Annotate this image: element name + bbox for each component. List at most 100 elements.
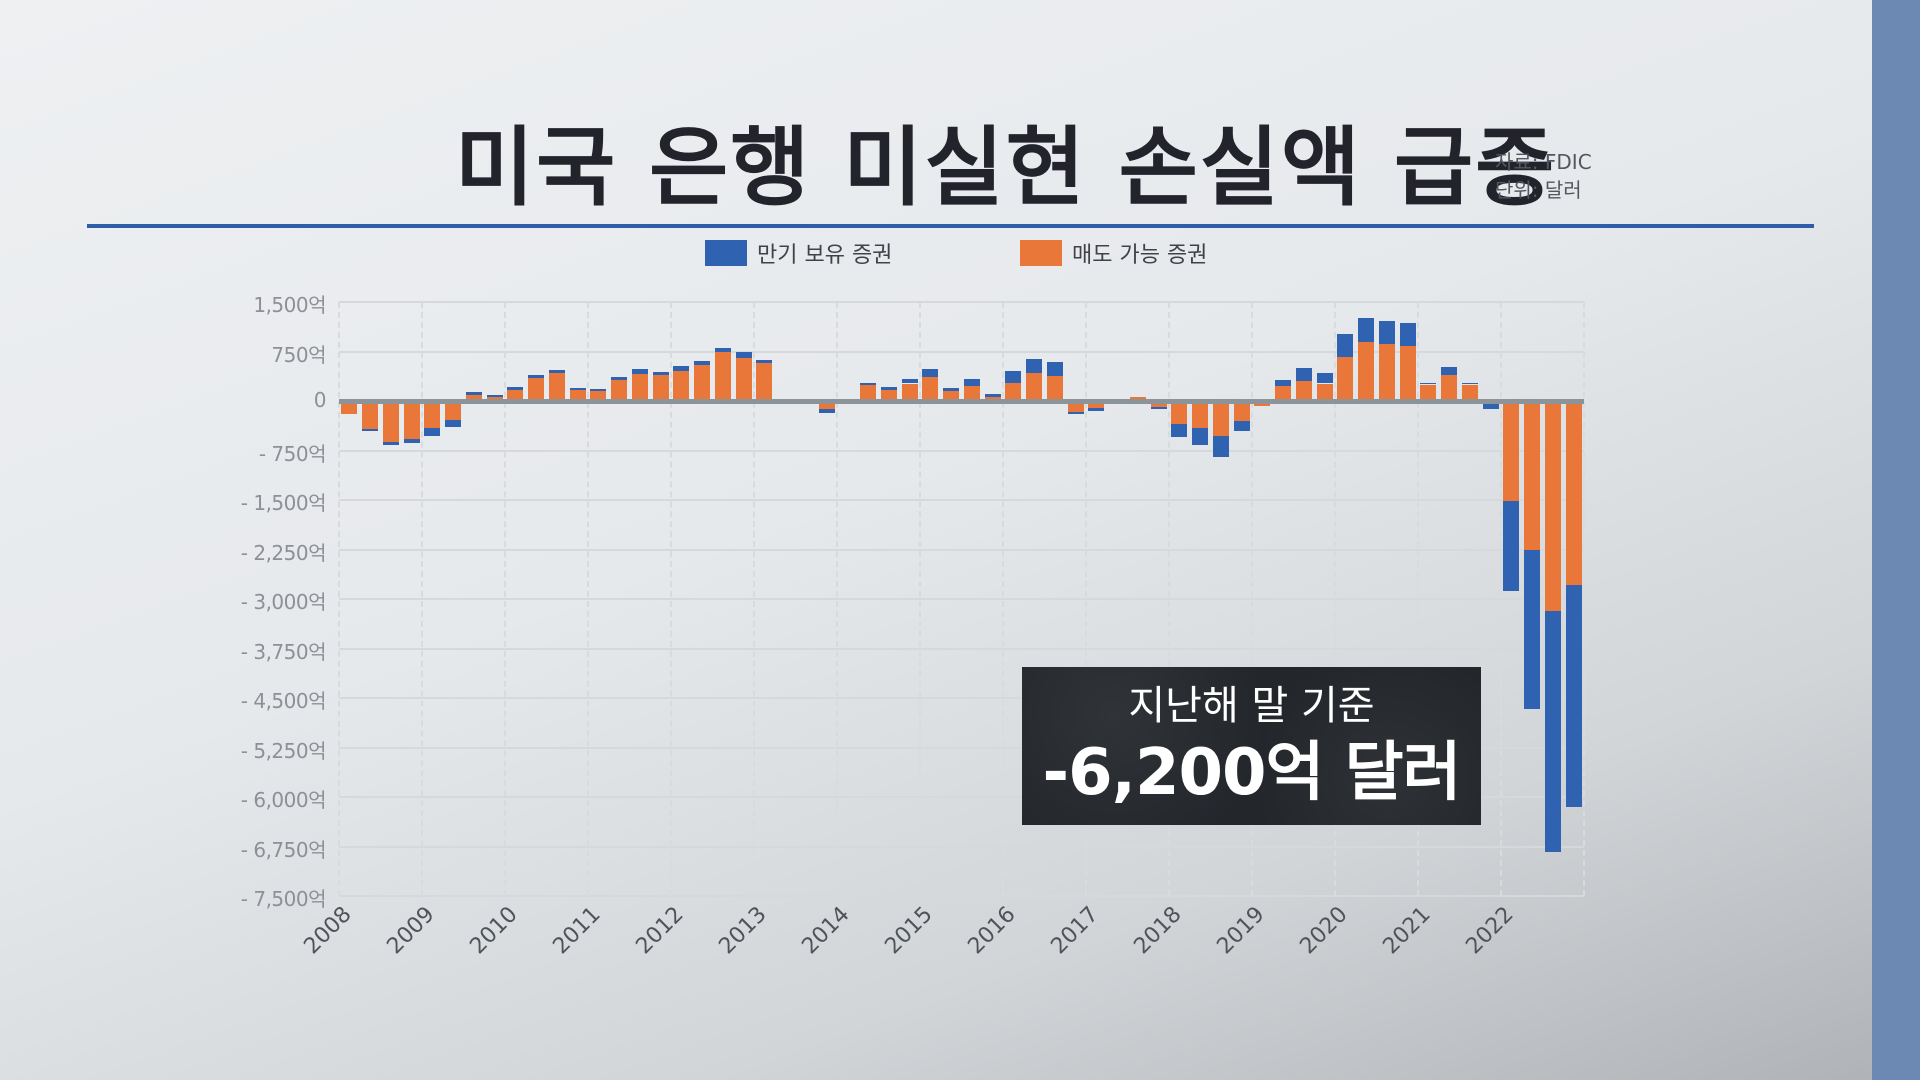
h-gridline [339, 350, 1584, 353]
bar-available-for-sale [1171, 401, 1188, 425]
v-gridline [338, 302, 340, 896]
y-tick-label: 750억 [271, 342, 326, 367]
bar-available-for-sale [818, 401, 835, 409]
bar-held-to-maturity [818, 408, 835, 413]
zero-axis-line [339, 399, 1584, 404]
chart-meta: 자료: FDIC 단위: 달러 [1495, 148, 1592, 204]
bar-available-for-sale [1046, 376, 1063, 401]
h-gridline [339, 796, 1584, 798]
v-gridline [1251, 302, 1253, 896]
x-tick-label: 2013 [714, 902, 772, 960]
bar-held-to-maturity [1212, 435, 1229, 458]
bar-available-for-sale [631, 374, 648, 401]
bar-held-to-maturity [1544, 610, 1561, 853]
page-title: 미국 은행 미실현 손실액 급증 [455, 118, 1557, 218]
bar-available-for-sale [1358, 342, 1375, 401]
bar-held-to-maturity [1150, 406, 1167, 409]
v-gridline [504, 302, 506, 896]
bar-held-to-maturity [673, 366, 690, 372]
bar-available-for-sale [880, 390, 897, 401]
bar-held-to-maturity [1337, 334, 1354, 358]
bar-available-for-sale [1399, 346, 1416, 401]
bar-held-to-maturity [1565, 585, 1582, 807]
bar-held-to-maturity [1358, 318, 1375, 343]
bar-held-to-maturity [1233, 421, 1250, 432]
y-tick-label: - 7,500억 [240, 887, 327, 911]
bar-available-for-sale [1026, 372, 1043, 401]
y-tick-label: - 750억 [258, 441, 327, 466]
bar-available-for-sale [569, 390, 586, 401]
bar-held-to-maturity [1482, 401, 1499, 409]
v-gridline [1417, 302, 1419, 896]
bar-held-to-maturity [1524, 550, 1541, 710]
x-tick-label: 2019 [1212, 902, 1270, 960]
bar-held-to-maturity [631, 369, 648, 375]
bar-held-to-maturity [1171, 424, 1188, 437]
annotation-subtitle: 지난해 말 기준 [1128, 683, 1375, 729]
bar-available-for-sale [465, 394, 482, 401]
bar-available-for-sale [1565, 401, 1582, 586]
y-tick-label: - 3,000억 [240, 590, 327, 614]
bar-held-to-maturity [1316, 372, 1333, 384]
v-gridline [1085, 302, 1087, 896]
bar-available-for-sale [673, 371, 690, 401]
bar-available-for-sale [1524, 401, 1541, 551]
bar-held-to-maturity [1088, 407, 1105, 411]
bar-held-to-maturity [694, 361, 711, 366]
bar-held-to-maturity [465, 392, 482, 395]
x-tick-label: 2018 [1129, 902, 1187, 960]
bar-available-for-sale [1461, 384, 1478, 401]
y-tick-label: - 6,000억 [240, 788, 327, 812]
bar-available-for-sale [652, 375, 669, 401]
bar-held-to-maturity [652, 372, 669, 376]
bar-available-for-sale [943, 391, 960, 401]
bar-available-for-sale [963, 386, 980, 401]
v-gridline [753, 302, 755, 896]
bar-held-to-maturity [445, 420, 462, 427]
legend-item-held-to-maturity: 만기 보유 증권 [705, 237, 892, 269]
h-gridline [339, 895, 1584, 897]
bar-available-for-sale [362, 401, 379, 430]
x-tick-label: 2017 [1046, 902, 1104, 960]
bar-held-to-maturity [860, 382, 877, 386]
legend-swatch-orange-icon [1020, 240, 1062, 266]
bar-available-for-sale [590, 390, 607, 401]
y-tick-label: 1,500억 [253, 293, 326, 317]
bar-available-for-sale [1067, 401, 1084, 413]
bar-available-for-sale [1295, 381, 1312, 401]
bar-held-to-maturity [382, 441, 399, 445]
legend-item-available-for-sale: 매도 가능 증권 [1020, 237, 1207, 269]
bar-held-to-maturity [403, 439, 420, 444]
legend-label: 만기 보유 증권 [757, 243, 893, 268]
y-tick-label: - 4,500억 [240, 689, 327, 713]
h-gridline [339, 301, 1584, 303]
bar-held-to-maturity [507, 387, 524, 391]
bar-held-to-maturity [714, 348, 731, 353]
bar-available-for-sale [1088, 401, 1105, 408]
bar-held-to-maturity [901, 378, 918, 384]
bar-available-for-sale [507, 390, 524, 401]
bar-held-to-maturity [880, 387, 897, 391]
h-gridline [339, 746, 1584, 749]
h-gridline [339, 845, 1584, 848]
h-gridline [339, 647, 1584, 650]
y-tick-label: - 3,750억 [240, 639, 327, 664]
bar-available-for-sale [548, 373, 565, 401]
v-gridline [919, 302, 921, 896]
bar-available-for-sale [1441, 375, 1458, 401]
legend-label: 매도 가능 증권 [1072, 243, 1208, 268]
bar-available-for-sale [1233, 401, 1250, 422]
bar-available-for-sale [922, 376, 939, 401]
x-tick-label: 2021 [1378, 902, 1436, 960]
bar-available-for-sale [1212, 401, 1229, 436]
bar-available-for-sale [1275, 386, 1292, 401]
bar-available-for-sale [382, 401, 399, 442]
h-gridline [339, 598, 1584, 600]
annotation-value: -6,200억 달러 [1042, 736, 1462, 810]
bar-available-for-sale [756, 363, 773, 401]
bar-available-for-sale [1544, 401, 1561, 611]
v-gridline [836, 302, 838, 896]
h-gridline [339, 499, 1584, 501]
v-gridline [1500, 302, 1502, 896]
bar-held-to-maturity [1295, 367, 1312, 382]
